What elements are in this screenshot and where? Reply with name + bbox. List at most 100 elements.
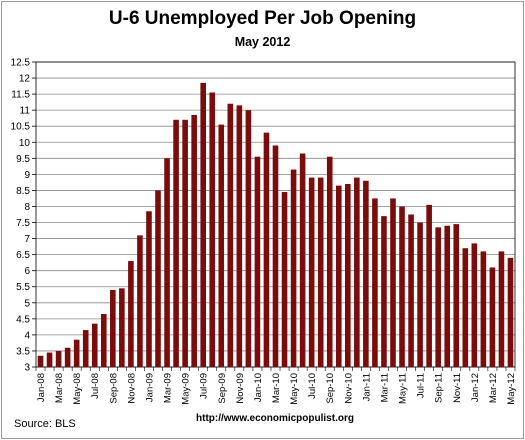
bar-May-12	[507, 257, 514, 367]
x-tick-label: Mar-10	[271, 373, 282, 403]
x-tick-label: Mar-09	[163, 373, 174, 403]
bar-Sep-10	[326, 156, 333, 367]
bar-Sep-08	[110, 289, 116, 367]
source-label: Source: BLS	[14, 418, 76, 430]
bar-Mar-10	[272, 145, 279, 367]
x-tick-label: Mar-11	[379, 373, 390, 402]
bar-Mar-12	[489, 267, 496, 367]
x-tick-label: Jul-10	[307, 373, 318, 399]
bar-Feb-10	[263, 132, 270, 367]
bar-May-09	[182, 119, 188, 367]
bar-Feb-11	[372, 198, 378, 367]
bar-Jun-10	[299, 153, 306, 367]
y-tick-label: 10.5	[11, 122, 31, 133]
y-tick-label: 4	[24, 330, 30, 341]
bar-Jul-09	[200, 82, 206, 368]
x-tick-label: Sep-10	[325, 373, 336, 404]
x-tick-label: May-12	[506, 373, 517, 405]
y-tick-label: 8.5	[16, 186, 30, 197]
bar-Dec-08	[137, 235, 143, 367]
bar-Jul-11	[417, 222, 423, 367]
y-tick-label: 3.5	[16, 346, 30, 357]
bar-Sep-11	[435, 227, 441, 367]
bar-Apr-11	[390, 198, 396, 367]
bar-Dec-10	[354, 177, 360, 367]
bar-Jan-11	[363, 180, 369, 367]
x-tick-label: Jan-08	[36, 373, 47, 402]
bar-Mar-08	[55, 350, 62, 367]
x-tick-label: May-10	[289, 373, 300, 405]
x-tick-label: May-08	[72, 373, 83, 405]
x-tick-label: Jan-11	[361, 373, 372, 401]
bar-Jul-10	[308, 177, 315, 367]
bar-Nov-09	[236, 105, 243, 367]
y-tick-label: 4.5	[16, 314, 30, 325]
bar-Jun-08	[82, 330, 89, 367]
x-tick-label: Jul-08	[90, 373, 101, 399]
bar-Sep-09	[218, 124, 225, 368]
bar-Jul-08	[91, 323, 98, 367]
y-tick-label: 5.5	[16, 282, 30, 293]
chart-subtitle: May 2012	[234, 35, 291, 49]
bar-Jan-12	[471, 243, 478, 367]
x-tick-label: Sep-11	[434, 373, 445, 403]
y-tick-label: 11.5	[11, 90, 30, 101]
bar-Jan-10	[254, 156, 261, 367]
bar-Apr-10	[281, 192, 288, 367]
x-tick-label: Nov-09	[235, 373, 246, 404]
x-tick-label: Jan-12	[470, 373, 481, 402]
bar-Oct-08	[119, 288, 125, 367]
y-tick-label: 11	[20, 106, 31, 117]
bar-Feb-09	[155, 190, 161, 367]
bar-Aug-11	[426, 204, 432, 367]
x-tick-label: Mar-08	[54, 373, 65, 403]
x-tick-label: Sep-08	[108, 373, 119, 404]
bar-Nov-11	[453, 224, 460, 367]
bar-Feb-08	[46, 352, 53, 367]
x-tick-label: Nov-11	[452, 373, 463, 403]
x-tick-label: Jan-10	[253, 373, 264, 402]
x-tick-label: Nov-08	[126, 373, 137, 404]
bar-May-08	[73, 339, 80, 367]
bar-Oct-10	[335, 185, 342, 367]
y-tick-label: 12.5	[11, 58, 31, 69]
x-tick-label: Sep-09	[217, 373, 228, 404]
x-tick-label: Jul-11	[416, 373, 427, 398]
y-tick-label: 9.5	[16, 154, 30, 165]
source-url: http://www.economicpopulist.org	[196, 413, 354, 424]
y-tick-label: 10	[19, 138, 31, 149]
bar-Jun-11	[408, 214, 414, 367]
bar-May-10	[290, 169, 297, 367]
y-tick-label: 8	[24, 202, 30, 213]
y-tick-label: 6.5	[16, 250, 30, 261]
bar-May-11	[399, 206, 405, 367]
bar-Mar-11	[381, 216, 387, 367]
x-tick-label: May-11	[398, 373, 409, 404]
y-tick-label: 9	[24, 170, 30, 181]
bar-Aug-08	[100, 314, 107, 367]
bar-Feb-12	[480, 251, 487, 367]
bar-Apr-08	[64, 347, 71, 367]
x-tick-label: Jul-09	[199, 373, 210, 399]
bar-Jun-09	[191, 114, 197, 367]
chart-title: U-6 Unemployed Per Job Opening	[108, 8, 417, 29]
y-tick-label: 5	[24, 298, 30, 309]
x-tick-label: Jan-09	[144, 373, 155, 402]
bar-Oct-09	[227, 103, 234, 367]
bar-Jan-08	[37, 355, 44, 367]
y-tick-label: 3	[24, 363, 30, 374]
bar-Nov-10	[345, 184, 351, 367]
bar-Nov-08	[128, 261, 134, 367]
bar-Dec-11	[462, 248, 469, 367]
bar-Apr-12	[498, 251, 505, 367]
x-tick-label: Mar-12	[488, 373, 499, 403]
bar-Oct-11	[444, 225, 451, 367]
y-tick-label: 6	[24, 266, 30, 277]
bar-Aug-09	[209, 92, 216, 367]
y-tick-label: 12	[19, 74, 31, 85]
bar-Mar-09	[164, 158, 170, 367]
x-tick-label: Nov-10	[343, 373, 354, 404]
bar-Apr-09	[173, 119, 179, 367]
bar-Aug-10	[317, 177, 324, 367]
